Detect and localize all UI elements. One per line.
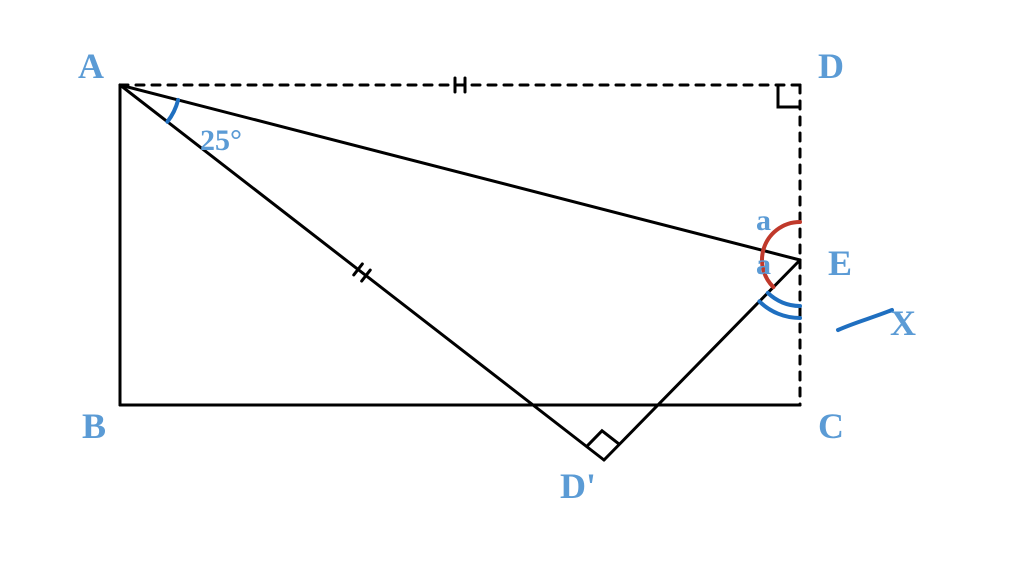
x-pointer-curve [838, 310, 892, 330]
angle25-arc [167, 100, 178, 122]
label-X: X [890, 303, 916, 343]
seg-Dprime-E [604, 260, 800, 460]
label-D: D [818, 46, 844, 86]
geometry-diagram: A D B C E D' X 25° aa [0, 0, 1024, 576]
label-A: A [78, 46, 104, 86]
label-Dprime: D' [560, 466, 596, 506]
x-arc-inner [768, 293, 800, 306]
label-a_upper: a [756, 204, 771, 237]
right-angle-Dprime [587, 431, 620, 447]
label-E: E [828, 243, 852, 283]
seg-A-E [120, 85, 800, 260]
label-angle25: 25° [200, 124, 242, 157]
label-C: C [818, 406, 844, 446]
label-a_lower: a [756, 248, 771, 281]
right-angle-D [778, 85, 800, 107]
label-B: B [82, 406, 106, 446]
